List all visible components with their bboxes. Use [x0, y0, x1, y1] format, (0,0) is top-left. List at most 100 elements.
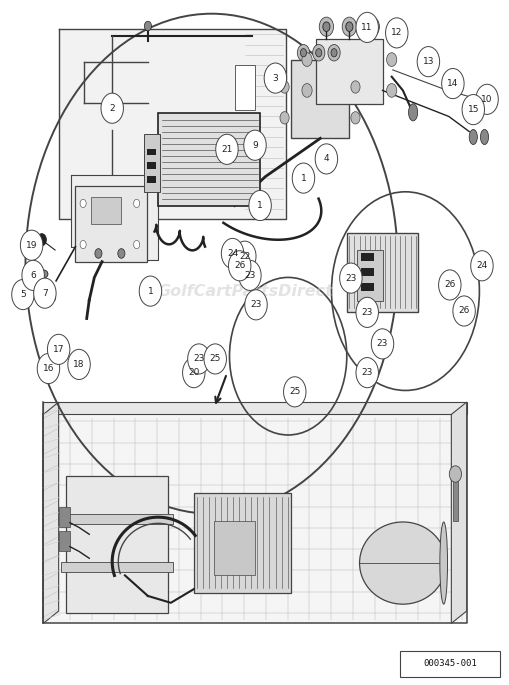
Text: 6: 6: [30, 271, 36, 280]
Text: 3: 3: [272, 73, 278, 83]
Circle shape: [355, 12, 378, 42]
Text: 23: 23: [376, 339, 387, 349]
Circle shape: [386, 84, 396, 97]
Circle shape: [368, 22, 375, 32]
Circle shape: [215, 134, 238, 164]
Circle shape: [279, 112, 289, 124]
Circle shape: [416, 47, 439, 77]
Circle shape: [342, 17, 356, 36]
Polygon shape: [71, 175, 158, 260]
Circle shape: [315, 144, 337, 174]
Text: 26: 26: [234, 261, 245, 271]
Bar: [91, 197, 121, 224]
Bar: [59, 507, 70, 527]
Circle shape: [327, 45, 340, 61]
Circle shape: [350, 112, 359, 124]
Circle shape: [452, 296, 474, 326]
Ellipse shape: [408, 104, 417, 121]
Circle shape: [37, 234, 46, 246]
Circle shape: [243, 130, 266, 160]
Text: 26: 26: [443, 280, 455, 290]
Circle shape: [301, 53, 312, 66]
Text: 14: 14: [446, 79, 458, 88]
Circle shape: [12, 279, 34, 310]
Polygon shape: [59, 29, 285, 219]
Text: GolfCartPartsDirect: GolfCartPartsDirect: [157, 284, 332, 299]
Bar: [214, 521, 254, 575]
Circle shape: [315, 49, 321, 57]
Circle shape: [355, 297, 378, 327]
Circle shape: [187, 344, 210, 374]
Text: 19: 19: [26, 240, 37, 250]
Polygon shape: [43, 402, 59, 623]
Circle shape: [133, 199, 139, 208]
Text: 24: 24: [227, 249, 238, 258]
Circle shape: [80, 199, 86, 208]
Circle shape: [371, 329, 393, 359]
Text: 24: 24: [475, 261, 487, 271]
Bar: [61, 562, 173, 572]
Circle shape: [34, 278, 56, 308]
Bar: [61, 514, 173, 524]
Bar: [147, 149, 156, 155]
Text: 1: 1: [300, 173, 306, 183]
Ellipse shape: [359, 522, 445, 604]
Circle shape: [139, 276, 161, 306]
Text: 26: 26: [458, 306, 469, 316]
Bar: [147, 176, 156, 183]
Circle shape: [95, 249, 102, 258]
Circle shape: [364, 17, 379, 36]
Text: 20: 20: [188, 368, 199, 377]
Polygon shape: [43, 414, 466, 623]
Bar: [147, 162, 156, 169]
Circle shape: [204, 344, 226, 374]
Circle shape: [264, 63, 286, 93]
Text: 000345-001: 000345-001: [422, 659, 476, 669]
Circle shape: [385, 18, 407, 48]
Circle shape: [47, 334, 70, 364]
Circle shape: [37, 353, 60, 384]
Circle shape: [345, 22, 352, 32]
Text: 10: 10: [480, 95, 492, 104]
Text: 18: 18: [73, 360, 84, 369]
Circle shape: [133, 240, 139, 249]
Text: 11: 11: [361, 23, 372, 32]
Ellipse shape: [44, 282, 53, 290]
Bar: [452, 476, 457, 521]
Text: 7: 7: [42, 288, 48, 298]
Bar: [346, 233, 417, 312]
Text: 5: 5: [20, 290, 26, 299]
Circle shape: [319, 17, 333, 36]
Circle shape: [322, 22, 329, 32]
Text: 23: 23: [361, 308, 372, 317]
Circle shape: [339, 263, 361, 293]
Ellipse shape: [479, 129, 488, 145]
Text: 23: 23: [361, 368, 372, 377]
Bar: [316, 39, 382, 104]
Circle shape: [22, 260, 44, 290]
Circle shape: [301, 84, 312, 97]
Bar: [75, 186, 147, 262]
Bar: [356, 250, 382, 301]
Circle shape: [470, 251, 492, 281]
Circle shape: [248, 190, 271, 221]
Bar: [193, 493, 290, 593]
Ellipse shape: [46, 294, 55, 302]
Bar: [360, 268, 373, 276]
Bar: [360, 253, 373, 261]
Text: 15: 15: [467, 105, 478, 114]
Circle shape: [238, 260, 261, 290]
Circle shape: [279, 81, 289, 93]
Circle shape: [350, 81, 359, 93]
Bar: [144, 134, 160, 192]
Circle shape: [244, 290, 267, 320]
Ellipse shape: [39, 270, 48, 278]
Circle shape: [300, 49, 306, 57]
Bar: [59, 531, 70, 551]
Circle shape: [386, 53, 396, 66]
Ellipse shape: [468, 129, 476, 145]
Text: 25: 25: [289, 387, 300, 397]
Circle shape: [182, 358, 205, 388]
Text: 17: 17: [53, 345, 64, 354]
Text: 12: 12: [390, 28, 402, 38]
